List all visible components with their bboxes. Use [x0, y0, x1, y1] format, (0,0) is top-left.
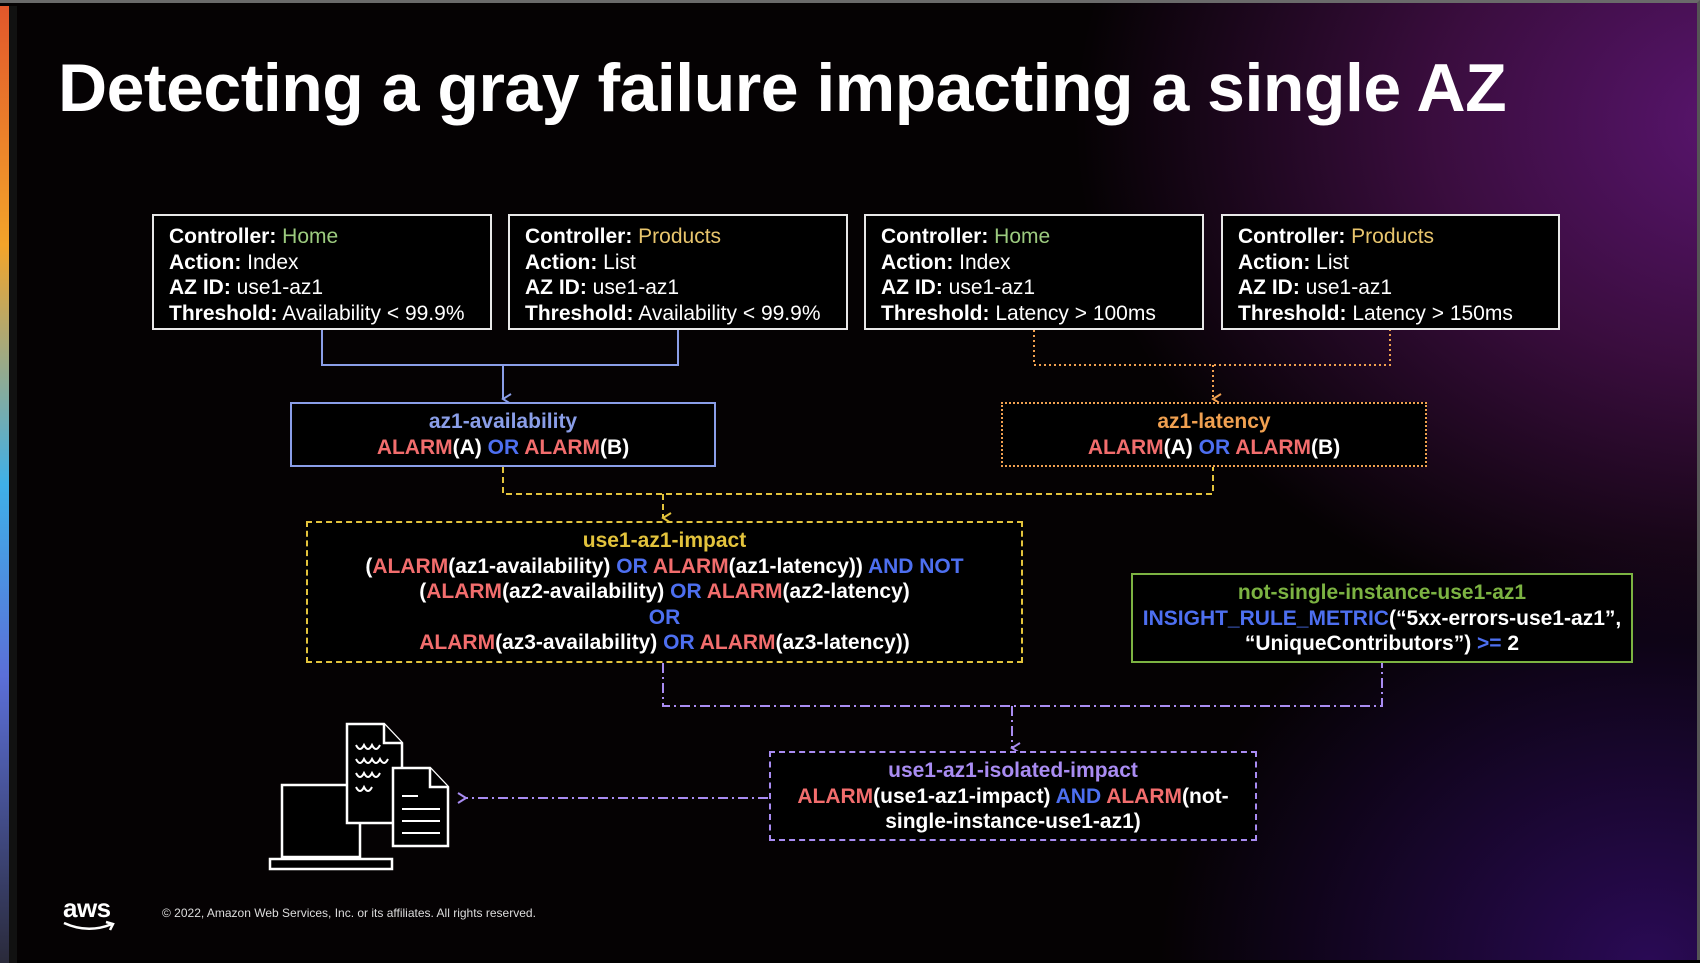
action-value: List — [603, 250, 636, 274]
label: Controller: — [169, 225, 277, 248]
t: (use1-az1-impact) — [873, 784, 1051, 808]
source-box-products-availability: Controller: Products Action: List AZ ID:… — [508, 214, 848, 330]
kw: OR — [670, 580, 702, 603]
t: 2 — [1507, 632, 1520, 655]
kw: AND NOT — [867, 554, 964, 578]
not-single-instance-alarm: not-single-instance-use1-az1 INSIGHT_RUL… — [1131, 573, 1633, 663]
kw: OR — [663, 631, 695, 654]
kw: OR — [1198, 435, 1231, 459]
label: Controller: — [881, 225, 989, 248]
az-value: use1-az1 — [948, 276, 1036, 299]
label: Action: — [881, 250, 954, 274]
arg: (A) — [452, 435, 482, 459]
alarm-name: not-single-instance-use1-az1 — [1237, 581, 1527, 604]
label: Controller: — [1238, 225, 1346, 248]
kw: ALARM — [797, 784, 874, 808]
kw: OR — [616, 554, 648, 578]
documents-laptop-icon — [268, 722, 450, 871]
label: Controller: — [525, 225, 633, 248]
t: (not- — [1182, 784, 1229, 808]
kw: OR — [648, 605, 681, 629]
t: (az1-availability) — [448, 554, 611, 578]
az1-latency-alarm: az1-latency ALARM(A) OR ALARM(B) — [1001, 402, 1427, 467]
use1-az1-impact-alarm: use1-az1-impact (ALARM(az1-availability)… — [306, 521, 1023, 663]
kw: ALARM — [372, 554, 449, 578]
arg: (A) — [1163, 435, 1193, 459]
kw: ALARM — [652, 554, 729, 578]
t: (az3-latency)) — [775, 631, 910, 654]
action-value: Index — [959, 250, 1011, 274]
aws-smile-icon — [63, 920, 115, 931]
label: Threshold: — [169, 301, 278, 325]
az-value: use1-az1 — [592, 276, 680, 299]
label: Threshold: — [525, 301, 634, 325]
label: Threshold: — [881, 301, 990, 325]
label: Action: — [169, 250, 242, 274]
kw: ALARM — [706, 580, 783, 603]
t: (az1-latency)) — [728, 554, 863, 578]
threshold-value: Latency > 150ms — [1352, 301, 1513, 325]
source-box-products-latency: Controller: Products Action: List AZ ID:… — [1221, 214, 1560, 330]
op: >= — [1477, 632, 1502, 655]
t: single-instance-use1-az1) — [885, 810, 1141, 833]
kw: ALARM — [1106, 784, 1183, 808]
kw: ALARM — [419, 631, 496, 654]
kw: AND — [1055, 784, 1102, 808]
label: Action: — [525, 250, 598, 274]
label: AZ ID: — [169, 276, 231, 299]
connectors — [268, 330, 1391, 871]
label: AZ ID: — [1238, 276, 1300, 299]
az-value: use1-az1 — [1305, 276, 1393, 299]
action-value: List — [1316, 250, 1349, 274]
label: Threshold: — [1238, 301, 1347, 325]
kw: ALARM — [1087, 435, 1164, 459]
aws-logo: aws — [63, 893, 111, 923]
threshold-value: Availability < 99.9% — [638, 301, 821, 325]
impact-connector — [502, 467, 1214, 524]
t: ( — [365, 554, 373, 578]
alarm-name: use1-az1-isolated-impact — [888, 759, 1138, 782]
alarm-name: use1-az1-impact — [582, 529, 747, 552]
accent-bar — [0, 6, 17, 963]
alarm-name: az1-availability — [428, 410, 578, 433]
isolated-connector — [457, 663, 1383, 804]
alarm-name: az1-latency — [1157, 410, 1271, 433]
kw: ALARM — [699, 631, 776, 654]
kw: OR — [487, 435, 520, 459]
kw: ALARM — [376, 435, 453, 459]
arg: (B) — [600, 435, 630, 459]
slide-title: Detecting a gray failure impacting a sin… — [58, 50, 1507, 126]
threshold-value: Latency > 100ms — [995, 301, 1156, 325]
t: (az2-latency) — [782, 580, 910, 603]
controller-value: Home — [994, 225, 1051, 248]
t: ( — [419, 580, 427, 603]
az1-availability-alarm: az1-availability ALARM(A) OR ALARM(B) — [290, 402, 716, 467]
controller-value: Products — [1351, 225, 1435, 248]
latency-connector — [1033, 330, 1391, 405]
copyright: © 2022, Amazon Web Services, Inc. or its… — [162, 906, 536, 920]
threshold-value: Availability < 99.9% — [282, 301, 465, 325]
t: (az3-availability) — [495, 631, 658, 654]
label: AZ ID: — [881, 276, 943, 299]
t: (az2-availability) — [502, 580, 665, 603]
kw: ALARM — [524, 435, 601, 459]
controller-value: Products — [638, 225, 722, 248]
controller-value: Home — [282, 225, 339, 248]
az-value: use1-az1 — [236, 276, 324, 299]
t: (“5xx-errors-use1-az1”, — [1388, 606, 1622, 630]
t: “UniqueContributors”) — [1244, 632, 1472, 655]
availability-connector — [321, 330, 679, 405]
isolated-impact-alarm: use1-az1-isolated-impact ALARM(use1-az1-… — [769, 751, 1257, 841]
action-value: Index — [247, 250, 299, 274]
kw: ALARM — [426, 580, 503, 603]
label: Action: — [1238, 250, 1311, 274]
label: AZ ID: — [525, 276, 587, 299]
source-box-home-latency: Controller: Home Action: Index AZ ID: us… — [864, 214, 1204, 330]
fn: INSIGHT_RULE_METRIC — [1142, 606, 1389, 630]
kw: ALARM — [1235, 435, 1312, 459]
arg: (B) — [1311, 435, 1341, 459]
source-box-home-availability: Controller: Home Action: Index AZ ID: us… — [152, 214, 492, 330]
